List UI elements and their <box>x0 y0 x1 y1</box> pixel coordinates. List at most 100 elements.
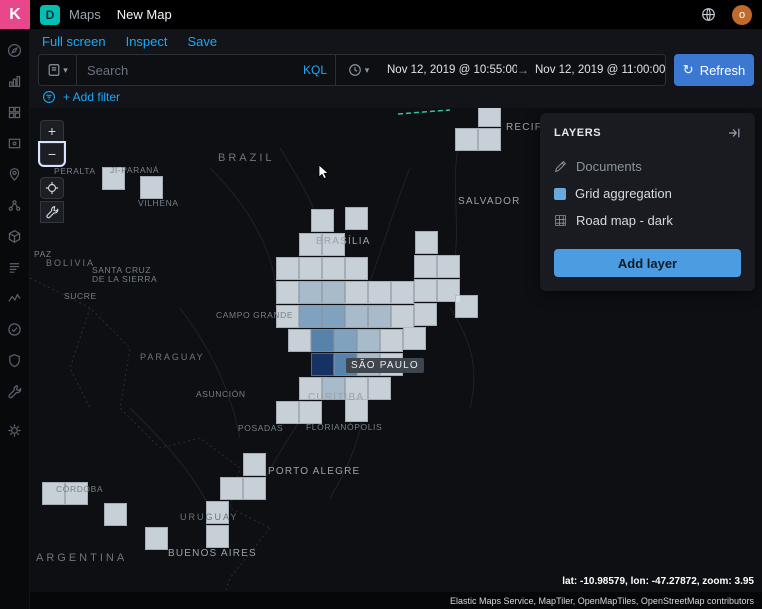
grid-cell[interactable] <box>345 257 368 280</box>
grid-cell[interactable] <box>288 329 311 352</box>
time-picker-button[interactable]: ▾ <box>335 55 381 85</box>
save-link[interactable]: Save <box>187 34 218 49</box>
globe-icon[interactable] <box>701 7 716 22</box>
collapse-panel-icon[interactable] <box>727 126 741 140</box>
zoom-in-button[interactable]: + <box>40 120 64 142</box>
grid-cell[interactable] <box>299 305 322 328</box>
grid-cell[interactable] <box>345 281 368 304</box>
set-view-button[interactable] <box>40 177 64 199</box>
sidebar-item-uptime[interactable] <box>3 318 27 340</box>
grid-cell[interactable] <box>368 305 391 328</box>
map-attribution[interactable]: Elastic Maps Service, MapTiler, OpenMapT… <box>450 595 754 606</box>
grid-cell[interactable] <box>311 209 334 232</box>
sidebar-item-management[interactable] <box>3 419 27 441</box>
grid-cell[interactable] <box>380 353 403 376</box>
grid-cell[interactable] <box>322 233 345 256</box>
layer-item-documents[interactable]: Documents <box>554 153 741 180</box>
sidebar-item-dashboard[interactable] <box>3 101 27 123</box>
grid-cell[interactable] <box>220 477 243 500</box>
zoom-out-button[interactable]: − <box>38 141 66 167</box>
grid-cell[interactable] <box>414 279 437 302</box>
add-filter-button[interactable]: + Add filter <box>63 90 121 104</box>
inspect-link[interactable]: Inspect <box>125 34 168 49</box>
grid-cell[interactable] <box>311 353 334 376</box>
grid-cell[interactable] <box>403 327 426 350</box>
grid-cell[interactable] <box>478 128 501 151</box>
full-screen-link[interactable]: Full screen <box>42 34 106 49</box>
date-to-field[interactable]: Nov 12, 2019 @ 11:00:00.0 <box>535 64 665 76</box>
grid-cell[interactable] <box>276 257 299 280</box>
grid-cell[interactable] <box>322 281 345 304</box>
grid-cell[interactable] <box>145 527 168 550</box>
sidebar-item-maps[interactable] <box>3 163 27 185</box>
grid-cell[interactable] <box>206 501 229 524</box>
layer-item-road-map[interactable]: Road map - dark <box>554 207 741 234</box>
sidebar-item-canvas[interactable] <box>3 132 27 154</box>
grid-cell[interactable] <box>455 295 478 318</box>
saved-query-menu-button[interactable]: ▾ <box>39 55 77 85</box>
grid-cell[interactable] <box>368 377 391 400</box>
grid-cell[interactable] <box>206 525 229 548</box>
grid-cell[interactable] <box>42 482 65 505</box>
grid-cell[interactable] <box>478 108 501 127</box>
refresh-icon: ↻ <box>682 62 694 77</box>
sidebar-item-siem[interactable] <box>3 349 27 371</box>
sidebar-item-visualize[interactable] <box>3 70 27 92</box>
grid-cell[interactable] <box>391 281 414 304</box>
sidebar-item-dev-tools[interactable] <box>3 380 27 402</box>
kibana-logo[interactable]: K <box>0 0 30 29</box>
grid-cell[interactable] <box>243 453 266 476</box>
grid-cell[interactable] <box>299 257 322 280</box>
grid-cell[interactable] <box>334 329 357 352</box>
grid-cell[interactable] <box>368 281 391 304</box>
grid-cell[interactable] <box>102 167 125 190</box>
sidebar-item-machine-learning[interactable] <box>3 194 27 216</box>
grid-cell[interactable] <box>437 255 460 278</box>
grid-cell[interactable] <box>414 255 437 278</box>
grid-cell[interactable] <box>299 281 322 304</box>
saved-query-icon <box>48 64 60 76</box>
grid-cell[interactable] <box>357 329 380 352</box>
grid-cell[interactable] <box>243 477 266 500</box>
kql-toggle[interactable]: KQL <box>302 63 327 77</box>
tools-button[interactable] <box>40 201 64 223</box>
grid-cell[interactable] <box>334 353 357 376</box>
grid-cell[interactable] <box>65 482 88 505</box>
grid-cell[interactable] <box>391 305 414 328</box>
grid-cell[interactable] <box>345 377 368 400</box>
grid-cell[interactable] <box>311 329 334 352</box>
grid-cell[interactable] <box>104 503 127 526</box>
refresh-button[interactable]: ↻ Refresh <box>674 54 754 86</box>
breadcrumb-app[interactable]: Maps <box>69 7 101 22</box>
grid-cell[interactable] <box>299 233 322 256</box>
grid-cell[interactable] <box>322 257 345 280</box>
grid-cell[interactable] <box>357 353 380 376</box>
grid-cell[interactable] <box>437 279 460 302</box>
sidebar-item-logs[interactable] <box>3 256 27 278</box>
date-from-field[interactable]: Nov 12, 2019 @ 10:55:00.0 <box>387 64 517 76</box>
grid-cell[interactable] <box>415 231 438 254</box>
filter-icon[interactable] <box>42 90 56 104</box>
grid-cell[interactable] <box>345 207 368 230</box>
grid-cell[interactable] <box>414 303 437 326</box>
search-input[interactable]: Search <box>77 55 295 85</box>
grid-cell[interactable] <box>322 305 345 328</box>
grid-cell[interactable] <box>455 128 478 151</box>
sidebar-item-apm[interactable] <box>3 287 27 309</box>
grid-cell[interactable] <box>276 281 299 304</box>
grid-cell[interactable] <box>380 329 403 352</box>
grid-cell[interactable] <box>345 305 368 328</box>
grid-cell[interactable] <box>299 401 322 424</box>
layer-item-grid-aggregation[interactable]: Grid aggregation <box>554 180 741 207</box>
grid-cell[interactable] <box>276 305 299 328</box>
user-avatar[interactable]: o <box>732 4 752 25</box>
space-badge[interactable]: D <box>40 4 60 25</box>
sidebar-item-discover[interactable] <box>3 39 27 61</box>
grid-cell[interactable] <box>345 399 368 422</box>
add-layer-button[interactable]: Add layer <box>554 249 741 277</box>
grid-cell[interactable] <box>276 401 299 424</box>
grid-cell[interactable] <box>299 377 322 400</box>
grid-cell[interactable] <box>140 176 163 199</box>
sidebar-item-infrastructure[interactable] <box>3 225 27 247</box>
grid-cell[interactable] <box>322 377 345 400</box>
